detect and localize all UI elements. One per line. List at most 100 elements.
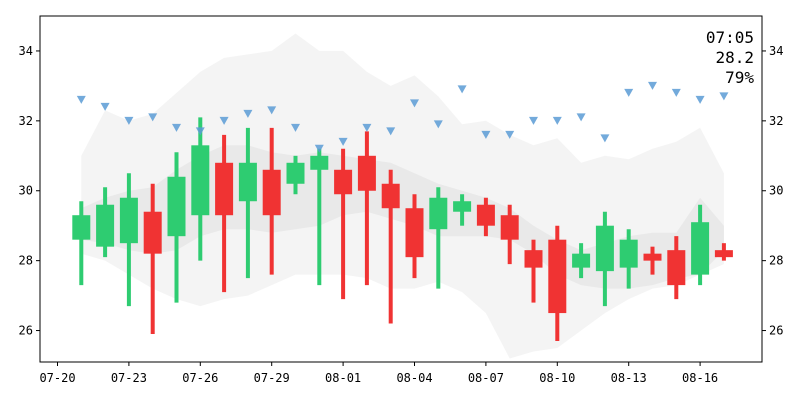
candle [429, 187, 448, 289]
x-tick-label: 07-23 [111, 371, 147, 385]
y-tick-label-left: 26 [19, 324, 33, 338]
candle [357, 131, 376, 286]
candle-body [476, 204, 495, 226]
candle-body [500, 215, 519, 240]
y-tick-label-left: 32 [19, 114, 33, 128]
candle-body [191, 145, 210, 216]
candle [191, 117, 210, 261]
marker-triangle [433, 120, 443, 129]
candle [619, 229, 638, 289]
candle-body [572, 253, 591, 268]
candles [72, 117, 733, 342]
x-tick-label: 07-20 [39, 371, 75, 385]
candle-body [262, 169, 281, 216]
readout-percent: 79% [725, 68, 754, 87]
candle [286, 155, 305, 195]
x-tick-label: 08-10 [539, 371, 575, 385]
x-tick-label: 07-29 [254, 371, 290, 385]
marker-triangle [505, 130, 515, 139]
candle-body [167, 176, 186, 237]
candle [405, 194, 424, 279]
candle-body [143, 211, 162, 254]
candle-body [334, 169, 353, 195]
marker-triangle [719, 92, 729, 101]
candle-body [691, 222, 710, 275]
candle-body [405, 208, 424, 258]
marker-triangle [600, 134, 610, 143]
candle-body [238, 162, 257, 202]
x-tick-label: 08-01 [325, 371, 361, 385]
readout-value: 28.2 [715, 48, 754, 67]
y-tick-label-right: 32 [769, 114, 783, 128]
marker-triangle [552, 116, 562, 125]
marker-triangle [481, 130, 491, 139]
y-tick-label-right: 34 [769, 44, 783, 58]
marker-triangle [124, 116, 134, 125]
y-tick-label-left: 30 [19, 184, 33, 198]
candle-body [643, 253, 662, 261]
marker-triangle [695, 95, 705, 104]
marker-triangle [76, 95, 86, 104]
candle-body [72, 215, 91, 240]
marker-triangle [243, 109, 253, 118]
marker-triangle [362, 123, 372, 132]
candle [548, 225, 567, 342]
readout-time: 07:05 [706, 28, 754, 47]
candle [215, 134, 234, 293]
y-tick-label-left: 34 [19, 44, 33, 58]
marker-triangle [100, 102, 110, 111]
candle [500, 204, 519, 265]
marker-triangle [338, 137, 348, 146]
marker-triangle [267, 106, 277, 115]
candle [119, 173, 138, 307]
marker-triangle [624, 88, 634, 97]
candle [381, 169, 400, 324]
candle-body [310, 155, 329, 170]
candle-body [619, 239, 638, 268]
candle-body [96, 204, 115, 247]
candle-body [119, 197, 138, 244]
candle-body [548, 239, 567, 314]
candle-body [381, 183, 400, 209]
candle-body [215, 162, 234, 216]
candle-body [595, 225, 614, 272]
x-tick-label: 08-04 [396, 371, 432, 385]
marker-triangle [576, 113, 586, 122]
marker-triangle [457, 85, 467, 94]
candle [310, 148, 329, 286]
candle [643, 246, 662, 275]
marker-triangle [172, 123, 181, 132]
candle [238, 127, 257, 279]
marker-triangle [410, 99, 419, 108]
candle-body [429, 197, 448, 230]
candle [667, 236, 686, 300]
marker-triangle [219, 116, 229, 125]
axes: 26 26 28 28 30 30 32 32 34 34 07-20 07-23 07-26 07-29… [19, 44, 784, 385]
candle [691, 204, 710, 286]
marker-triangle [314, 144, 324, 153]
y-tick-label-right: 30 [769, 184, 783, 198]
candle [714, 243, 733, 261]
candle-body [524, 250, 543, 268]
marker-triangle [195, 127, 205, 136]
y-tick-label-right: 28 [769, 254, 783, 268]
candle-body [453, 201, 472, 212]
candle [262, 127, 281, 275]
candle [476, 197, 495, 237]
x-tick-label: 07-26 [182, 371, 218, 385]
y-tick-label-left: 28 [19, 254, 33, 268]
marker-triangle [291, 123, 300, 132]
candle [524, 239, 543, 303]
candle [453, 194, 472, 226]
plot-frame [39, 15, 763, 363]
candle [167, 152, 186, 303]
candle-body [667, 250, 686, 286]
candle [143, 183, 162, 335]
marker-triangle [671, 88, 681, 97]
candle [572, 243, 591, 279]
candle-body [286, 162, 305, 184]
marker-triangle [529, 116, 538, 125]
x-tick-label: 08-16 [682, 371, 718, 385]
candle [334, 148, 353, 300]
